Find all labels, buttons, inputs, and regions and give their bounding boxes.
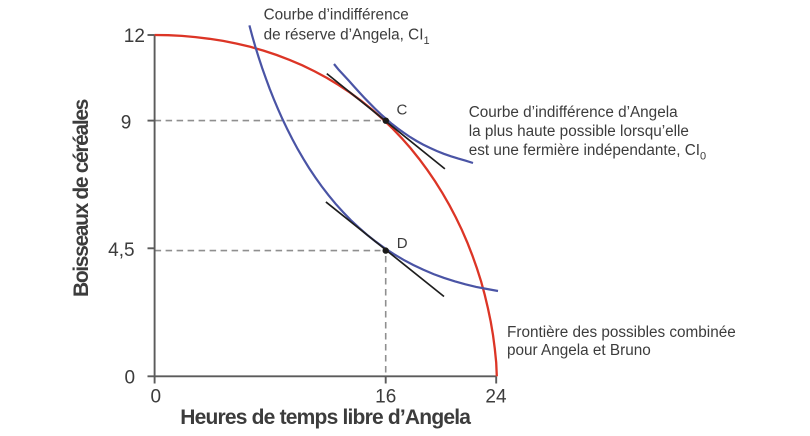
svg-text:est une fermière indépendante,: est une fermière indépendante, CI0: [469, 142, 706, 163]
svg-text:24: 24: [485, 387, 507, 408]
svg-text:0: 0: [151, 387, 162, 408]
svg-text:de réserve d’Angela, CI1: de réserve d’Angela, CI1: [264, 26, 430, 47]
svg-text:D: D: [397, 235, 408, 252]
svg-text:C: C: [397, 102, 408, 119]
svg-text:pour Angela et Bruno: pour Angela et Bruno: [507, 342, 651, 359]
svg-text:Courbe d’indifférence d’Angela: Courbe d’indifférence d’Angela: [469, 104, 678, 121]
svg-text:0: 0: [125, 368, 136, 389]
svg-text:Heures de temps libre d’Angela: Heures de temps libre d’Angela: [180, 406, 471, 429]
svg-text:Boisseaux de céréales: Boisseaux de céréales: [70, 99, 93, 297]
svg-text:la plus haute possible lorsqu’: la plus haute possible lorsqu’elle: [469, 123, 689, 140]
svg-text:12: 12: [124, 26, 145, 47]
svg-text:9: 9: [121, 112, 132, 133]
svg-text:16: 16: [375, 387, 396, 408]
svg-text:Courbe d’indifférence: Courbe d’indifférence: [264, 7, 409, 24]
svg-text:4,5: 4,5: [108, 240, 134, 261]
svg-text:Frontière des possibles combin: Frontière des possibles combinée: [507, 324, 736, 341]
